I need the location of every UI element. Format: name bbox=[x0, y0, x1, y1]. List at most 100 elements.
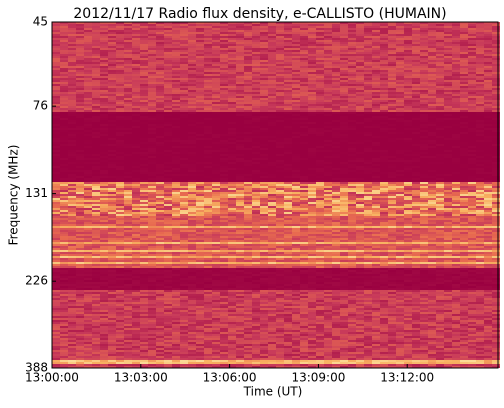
spectrum-cell bbox=[116, 138, 124, 140]
spectrum-cell bbox=[260, 32, 268, 34]
spectrum-cell bbox=[348, 96, 356, 98]
spectrum-cell bbox=[308, 104, 316, 106]
spectrum-cell bbox=[268, 124, 276, 126]
spectrum-cell bbox=[420, 46, 428, 48]
spectrum-cell bbox=[236, 110, 244, 112]
spectrum-cell bbox=[84, 112, 92, 114]
spectrum-cell bbox=[436, 86, 444, 88]
spectrum-cell bbox=[420, 124, 428, 126]
spectrum-cell bbox=[164, 68, 172, 70]
spectrum-cell bbox=[412, 76, 420, 78]
spectrum-cell bbox=[356, 86, 364, 88]
spectrum-cell bbox=[164, 184, 172, 186]
spectrum-cell bbox=[252, 180, 260, 182]
spectrum-cell bbox=[388, 170, 396, 172]
spectrum-cell bbox=[484, 104, 492, 106]
spectrum-cell bbox=[260, 142, 268, 144]
spectrum-cell bbox=[340, 54, 348, 56]
spectrum-cell bbox=[348, 190, 356, 192]
spectrum-cell bbox=[452, 172, 460, 174]
spectrum-cell bbox=[204, 152, 212, 154]
spectrum-cell bbox=[108, 56, 116, 58]
spectrum-cell bbox=[492, 68, 500, 70]
spectrum-cell bbox=[52, 98, 60, 100]
spectrum-cell bbox=[140, 126, 148, 128]
spectrum-cell bbox=[284, 54, 292, 56]
spectrum-cell bbox=[100, 102, 108, 104]
spectrum-cell bbox=[460, 124, 468, 126]
spectrum-cell bbox=[140, 176, 148, 178]
spectrum-cell bbox=[124, 104, 132, 106]
spectrum-cell bbox=[388, 76, 396, 78]
spectrum-cell bbox=[124, 162, 132, 164]
spectrum-cell bbox=[468, 98, 476, 100]
spectrum-cell bbox=[228, 188, 236, 190]
spectrum-cell bbox=[268, 62, 276, 64]
spectrum-cell bbox=[108, 52, 116, 54]
spectrum-cell bbox=[492, 170, 500, 172]
spectrum-cell bbox=[156, 48, 164, 50]
spectrum-cell bbox=[116, 118, 124, 120]
spectrum-cell bbox=[148, 62, 156, 64]
spectrum-cell bbox=[244, 196, 252, 198]
spectrum-cell bbox=[356, 32, 364, 34]
spectrum-cell bbox=[348, 176, 356, 178]
spectrum-cell bbox=[348, 84, 356, 86]
spectrum-cell bbox=[228, 156, 236, 158]
spectrum-cell bbox=[476, 38, 484, 40]
spectrum-cell bbox=[268, 154, 276, 156]
spectrum-cell bbox=[420, 148, 428, 150]
spectrum-cell bbox=[228, 194, 236, 196]
spectrum-cell bbox=[188, 90, 196, 92]
spectrum-cell bbox=[124, 138, 132, 140]
spectrum-cell bbox=[364, 98, 372, 100]
spectrum-cell bbox=[284, 184, 292, 186]
spectrum-cell bbox=[252, 72, 260, 74]
spectrum-cell bbox=[228, 60, 236, 62]
spectrum-cell bbox=[348, 134, 356, 136]
spectrum-cell bbox=[468, 64, 476, 66]
spectrum-cell bbox=[196, 130, 204, 132]
spectrum-cell bbox=[236, 102, 244, 104]
spectrum-cell bbox=[132, 82, 140, 84]
spectrum-cell bbox=[92, 24, 100, 26]
spectrum-cell bbox=[468, 186, 476, 188]
spectrum-cell bbox=[52, 90, 60, 92]
spectrum-cell bbox=[244, 86, 252, 88]
spectrum-cell bbox=[348, 66, 356, 68]
spectrum-cell bbox=[84, 166, 92, 168]
spectrum-cell bbox=[276, 86, 284, 88]
spectrum-cell bbox=[100, 32, 108, 34]
spectrum-cell bbox=[484, 62, 492, 64]
spectrum-cell bbox=[332, 132, 340, 134]
spectrum-cell bbox=[340, 190, 348, 192]
spectrum-cell bbox=[428, 38, 436, 40]
spectrum-cell bbox=[188, 166, 196, 168]
spectrum-cell bbox=[388, 156, 396, 158]
spectrum-cell bbox=[132, 120, 140, 122]
spectrum-cell bbox=[244, 130, 252, 132]
spectrum-cell bbox=[420, 144, 428, 146]
spectrum-cell bbox=[244, 82, 252, 84]
spectrum-cell bbox=[276, 134, 284, 136]
spectrum-cell bbox=[68, 116, 76, 118]
spectrum-cell bbox=[180, 146, 188, 148]
spectrum-cell bbox=[156, 88, 164, 90]
spectrum-cell bbox=[372, 52, 380, 54]
spectrum-cell bbox=[140, 68, 148, 70]
spectrum-cell bbox=[268, 118, 276, 120]
spectrum-cell bbox=[100, 28, 108, 30]
spectrum-cell bbox=[356, 102, 364, 104]
spectrum-cell bbox=[116, 148, 124, 150]
spectrum-cell bbox=[244, 78, 252, 80]
spectrum-cell bbox=[244, 198, 252, 200]
spectrum-cell bbox=[132, 106, 140, 108]
spectrum-cell bbox=[180, 100, 188, 102]
spectrum-cell bbox=[300, 40, 308, 42]
spectrum-cell bbox=[452, 56, 460, 58]
spectrum-cell bbox=[316, 132, 324, 134]
spectrum-cell bbox=[444, 80, 452, 82]
spectrum-cell bbox=[172, 72, 180, 74]
spectrum-cell bbox=[172, 130, 180, 132]
